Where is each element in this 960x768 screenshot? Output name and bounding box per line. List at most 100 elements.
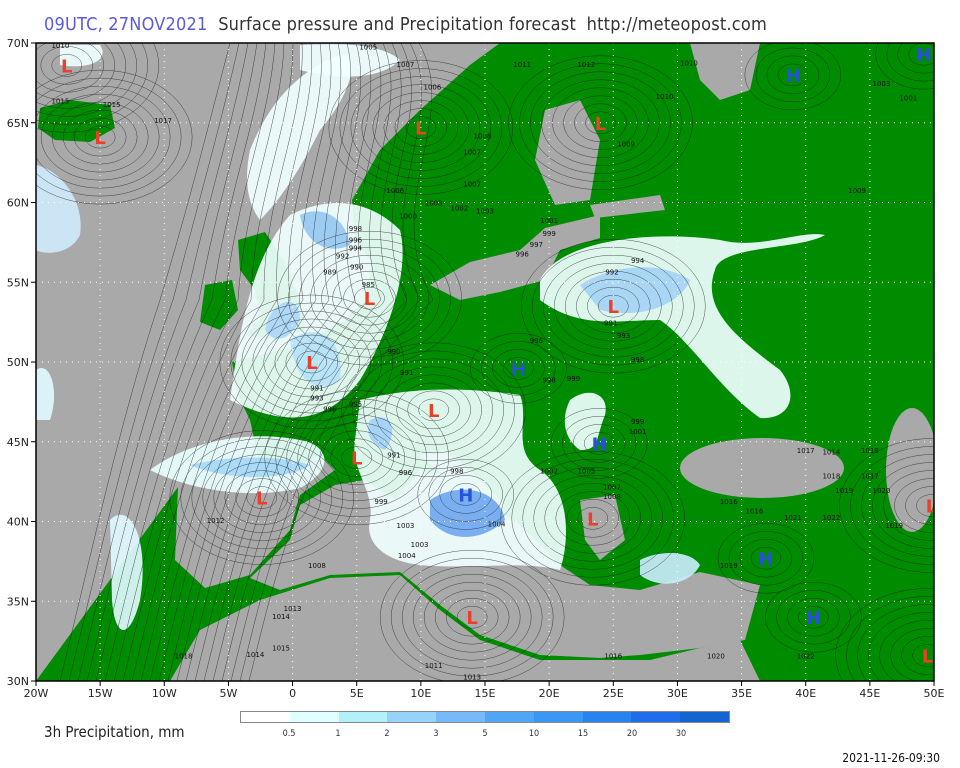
isobar	[912, 644, 934, 667]
isobar	[241, 310, 383, 414]
isobar	[372, 92, 470, 163]
low-pressure-marker: L	[466, 608, 477, 629]
lon-tick-label: 30E	[667, 687, 688, 700]
high-pressure-marker: H	[592, 434, 607, 455]
isobar-label: 991	[604, 319, 617, 327]
colorbar-label: 20	[626, 729, 638, 739]
colorbar-label: 2	[384, 729, 390, 739]
isobar	[62, 109, 138, 165]
isobar	[230, 302, 394, 422]
isobar	[104, 43, 276, 681]
isobar	[765, 581, 862, 653]
lon-tick-label: 10W	[152, 687, 177, 700]
lon-tick-label: 0	[289, 687, 296, 700]
high-pressure-marker: H	[758, 549, 773, 570]
isobar	[36, 85, 171, 189]
isobar	[36, 77, 182, 197]
low-pressure-marker: L	[94, 128, 105, 149]
isobar-label: 1017	[861, 472, 879, 480]
lon-tick-label: 20W	[24, 687, 49, 700]
gulf-of-finland	[590, 195, 665, 218]
pressure-precip-map: 1010 1005 1007 1006 1011 1012 1010 1015 1015 1017…	[7, 37, 945, 700]
isobar	[574, 103, 627, 142]
isobar	[755, 47, 831, 103]
isobar-label: 998	[542, 377, 555, 385]
isobar	[541, 79, 660, 166]
isobar	[886, 43, 934, 82]
baltic-sea	[430, 215, 600, 300]
isobar-label: 997	[530, 241, 543, 249]
isobar	[383, 100, 459, 155]
isobar	[530, 71, 671, 174]
precip-area	[247, 54, 352, 221]
precip-area	[368, 417, 393, 450]
lon-tick-label: 25E	[603, 687, 624, 700]
isobar-label: 1000	[399, 212, 417, 220]
isobar-label: 999	[567, 375, 580, 383]
isobar	[883, 470, 934, 541]
high-pressure-marker: H	[458, 485, 473, 506]
precip-area	[36, 165, 81, 253]
isobar	[299, 246, 440, 350]
isobar	[194, 43, 372, 681]
colorbar-swatch	[631, 712, 681, 722]
isobar-label: 1009	[848, 187, 866, 195]
isobar-label: 996	[349, 236, 363, 244]
forecast-time: 09UTC, 27NOV2021	[44, 14, 208, 35]
isobar-label: 1006	[386, 187, 404, 195]
isobar	[777, 63, 809, 87]
isobar-label: 1014	[822, 449, 840, 457]
precip-area	[36, 368, 55, 420]
colorbar-swatch	[484, 712, 534, 722]
isobar-label: 1017	[154, 117, 172, 125]
isobar	[149, 43, 322, 681]
isobar	[787, 597, 840, 637]
lat-tick-label: 50N	[7, 356, 29, 369]
isobar-label: 1008	[308, 562, 326, 570]
isobar	[434, 589, 510, 645]
isobar	[544, 483, 642, 554]
isobar-label: 996	[399, 469, 413, 477]
isobar-label: 1009	[617, 141, 635, 149]
isobar	[450, 483, 482, 506]
source-url: http://meteopost.com	[586, 14, 767, 35]
isobar-label: 1014	[246, 651, 264, 659]
isobar	[169, 430, 355, 565]
isobar-label: 991	[387, 452, 400, 460]
isobar-label: 1003	[872, 80, 890, 88]
isobar-label: 1015	[272, 645, 290, 653]
colorbar-swatch	[338, 712, 388, 722]
isobar	[131, 43, 303, 681]
isobar-label: 1005	[359, 43, 377, 51]
isobar	[73, 117, 127, 157]
white-sea	[690, 43, 760, 100]
isobar	[113, 43, 285, 681]
isobar	[916, 494, 934, 517]
title-text: Surface pressure and Precipitation forec…	[218, 14, 576, 35]
isobar	[319, 430, 394, 485]
pressure-centers: L L L L L L L L L L L L L L H H H H H H H	[61, 45, 934, 667]
isobar-labels: 1010 1005 1007 1006 1011 1012 1010 1015 1015 1017…	[51, 43, 917, 681]
isobar	[846, 596, 934, 681]
isobar-label: 1006	[423, 83, 441, 91]
isobar	[202, 454, 322, 541]
isobar	[566, 499, 620, 538]
isobar	[95, 43, 267, 681]
lat-tick-label: 30N	[7, 675, 29, 688]
isobar	[550, 408, 648, 479]
isobar-label: 1007	[463, 181, 481, 189]
isobar	[332, 270, 407, 326]
isobar	[533, 475, 653, 562]
isobar	[224, 470, 300, 525]
precip-area	[110, 514, 143, 630]
axis-ticks: 20W 15W 10W 5W 0 5E 10E 15E 20E 25E 30E 35E 40E 45E 50…	[7, 37, 945, 700]
isobar	[221, 43, 402, 681]
isobar-label: 1022	[797, 653, 815, 661]
isobar-label: 1004	[488, 520, 506, 528]
isobar-label: 1003	[425, 200, 443, 208]
isobar	[439, 475, 493, 514]
isobar	[86, 43, 258, 681]
isobar	[246, 486, 278, 509]
isobar-label: 996	[323, 405, 337, 413]
isobar-label: 1008	[474, 133, 492, 141]
